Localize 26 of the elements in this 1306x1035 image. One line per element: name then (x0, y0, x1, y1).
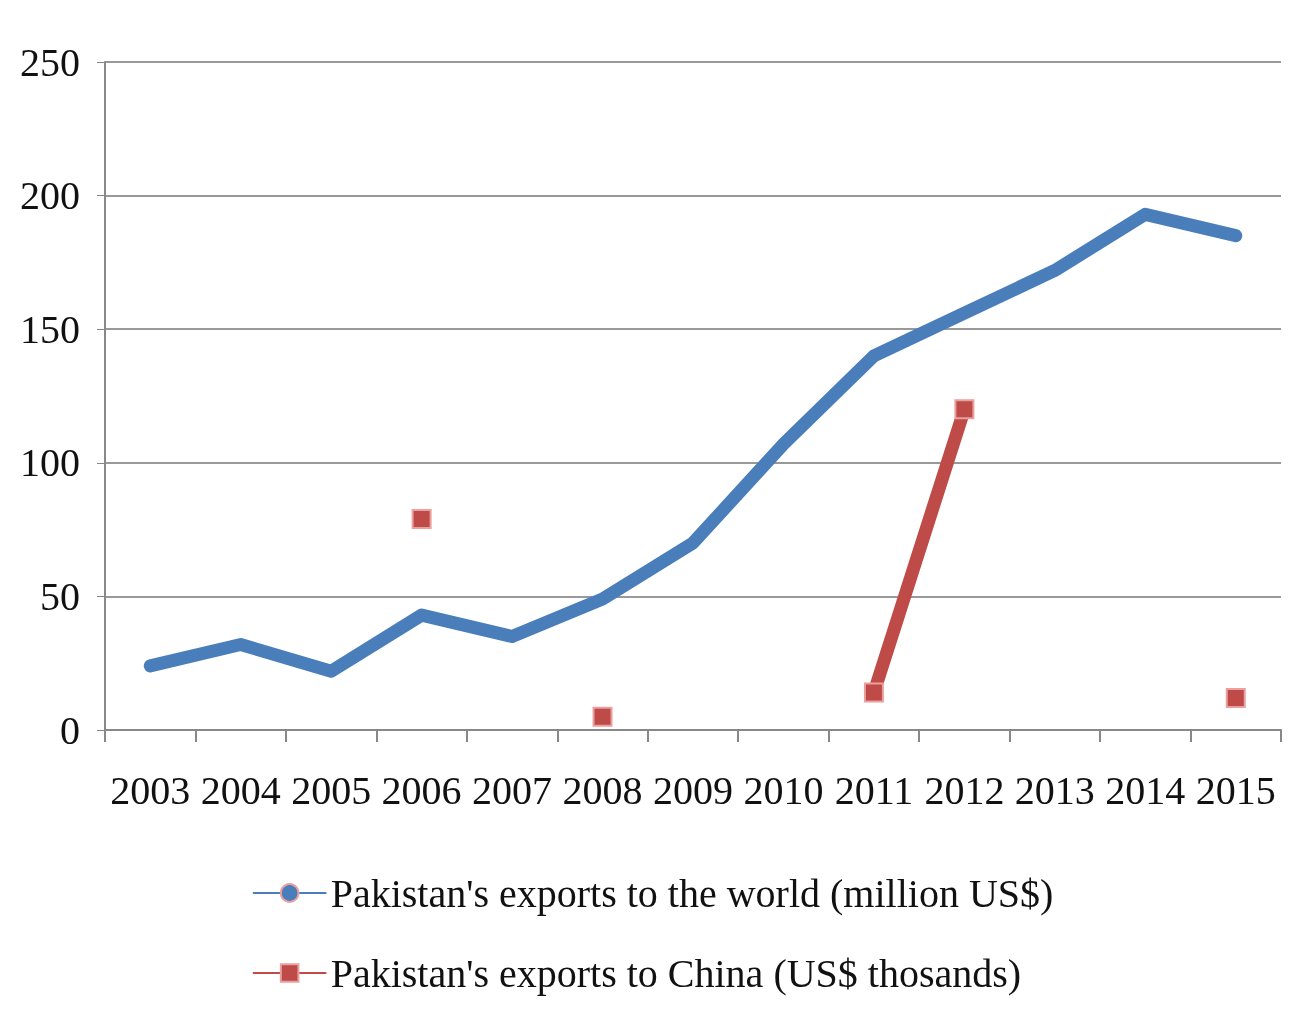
x-tick-label: 2005 (291, 767, 372, 813)
y-tick-label: 0 (60, 707, 80, 753)
x-tick-label: 2014 (1105, 767, 1186, 813)
x-tick-label: 2015 (1195, 767, 1276, 813)
legend-label: Pakistan's exports to China (US$ thosands) (330, 950, 1022, 996)
y-tick-label: 250 (20, 39, 80, 85)
x-tick-label: 2007 (472, 767, 553, 813)
point (954, 399, 975, 420)
x-tick-label: 2003 (110, 767, 191, 813)
x-tick-label: 2004 (200, 767, 281, 813)
point (592, 706, 613, 727)
point (411, 508, 432, 529)
x-tick-label: 2006 (381, 767, 462, 813)
y-tick-label: 100 (20, 440, 80, 486)
y-tick-label: 200 (20, 173, 80, 219)
point (1225, 687, 1246, 708)
y-tick-label: 50 (40, 573, 80, 619)
x-tick-label: 2009 (653, 767, 733, 813)
point (863, 682, 884, 703)
x-tick-label: 2013 (1014, 767, 1095, 813)
x-tick-label: 2010 (743, 767, 824, 813)
x-tick-label: 2008 (562, 767, 643, 813)
legend-label: Pakistan's exports to the world (million US$) (330, 870, 1054, 916)
x-tick-label: 2012 (924, 767, 1005, 813)
x-tick-label: 2011 (834, 767, 914, 813)
y-tick-label: 150 (20, 306, 80, 352)
